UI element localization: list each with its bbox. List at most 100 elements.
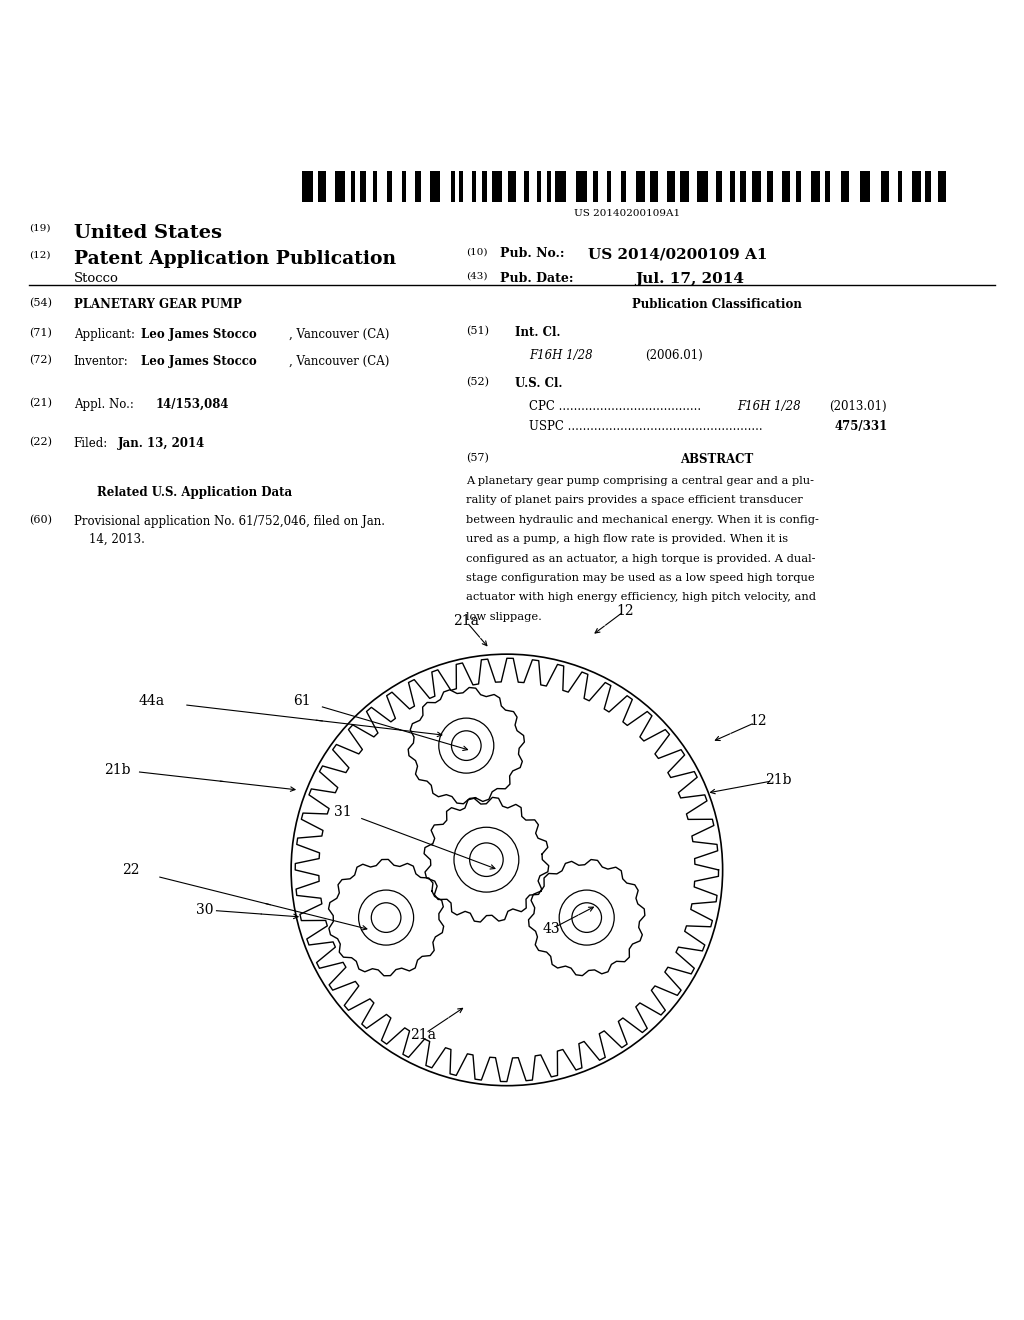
Text: (72): (72): [29, 355, 51, 366]
Text: (21): (21): [29, 397, 51, 408]
Text: Stocco: Stocco: [74, 272, 119, 285]
Text: stage configuration may be used as a low speed high torque: stage configuration may be used as a low…: [466, 573, 814, 583]
Text: 21b: 21b: [765, 772, 792, 787]
Text: A planetary gear pump comprising a central gear and a plu-: A planetary gear pump comprising a centr…: [466, 475, 814, 486]
Text: US 2014/0200109 A1: US 2014/0200109 A1: [588, 247, 767, 261]
Text: Applicant:: Applicant:: [74, 329, 135, 342]
Text: 21a: 21a: [410, 1028, 436, 1041]
Bar: [547, 170, 551, 202]
Bar: [938, 170, 946, 202]
Text: 475/331: 475/331: [835, 420, 888, 433]
Text: (22): (22): [29, 437, 51, 447]
Text: (57): (57): [466, 453, 488, 463]
Text: Pub. Date:: Pub. Date:: [500, 272, 573, 285]
Text: between hydraulic and mechanical energy. When it is config-: between hydraulic and mechanical energy.…: [466, 515, 819, 524]
Text: F16H 1/28: F16H 1/28: [737, 400, 801, 413]
Bar: [767, 170, 773, 202]
Text: , Vancouver (CA): , Vancouver (CA): [289, 329, 389, 342]
Text: (60): (60): [29, 515, 51, 525]
Bar: [387, 170, 391, 202]
Bar: [451, 170, 455, 202]
Bar: [797, 170, 801, 202]
Text: 30: 30: [196, 903, 214, 917]
Text: 31: 31: [334, 805, 352, 818]
Bar: [781, 170, 791, 202]
Text: Patent Application Publication: Patent Application Publication: [74, 251, 396, 268]
Text: USPC ....................................................: USPC ...................................…: [529, 420, 763, 433]
Text: rality of planet pairs provides a space efficient transducer: rality of planet pairs provides a space …: [466, 495, 803, 506]
Text: (52): (52): [466, 378, 488, 388]
Bar: [730, 170, 735, 202]
Text: 43: 43: [542, 923, 560, 936]
Text: 21a: 21a: [453, 614, 479, 628]
Text: 12: 12: [749, 714, 767, 729]
Bar: [430, 170, 440, 202]
Bar: [881, 170, 889, 202]
Text: configured as an actuator, a high torque is provided. A dual-: configured as an actuator, a high torque…: [466, 553, 815, 564]
Text: ABSTRACT: ABSTRACT: [680, 453, 754, 466]
Bar: [925, 170, 931, 202]
Bar: [622, 170, 626, 202]
Bar: [824, 170, 830, 202]
Text: , Vancouver (CA): , Vancouver (CA): [289, 355, 389, 368]
Text: Jan. 13, 2014: Jan. 13, 2014: [118, 437, 205, 450]
Text: (19): (19): [29, 224, 50, 232]
Text: 44a: 44a: [138, 694, 165, 708]
Text: (2013.01): (2013.01): [829, 400, 887, 413]
Text: United States: United States: [74, 224, 222, 242]
Bar: [317, 170, 327, 202]
Text: U.S. Cl.: U.S. Cl.: [515, 378, 562, 391]
Text: Publication Classification: Publication Classification: [632, 297, 802, 310]
Text: (12): (12): [29, 251, 50, 260]
Text: Related U.S. Application Data: Related U.S. Application Data: [97, 486, 292, 499]
Text: (51): (51): [466, 326, 488, 337]
Bar: [593, 170, 598, 202]
Text: Leo James Stocco: Leo James Stocco: [141, 355, 257, 368]
Text: US 20140200109A1: US 20140200109A1: [573, 210, 680, 218]
Bar: [859, 170, 870, 202]
Bar: [740, 170, 745, 202]
Text: (10): (10): [466, 247, 487, 256]
Text: (54): (54): [29, 297, 51, 308]
Bar: [373, 170, 377, 202]
Text: 14/153,084: 14/153,084: [156, 397, 229, 411]
Text: Provisional application No. 61/752,046, filed on Jan.: Provisional application No. 61/752,046, …: [74, 515, 385, 528]
Bar: [459, 170, 463, 202]
Bar: [650, 170, 658, 202]
Text: F16H 1/28: F16H 1/28: [529, 348, 593, 362]
Bar: [841, 170, 849, 202]
Bar: [482, 170, 486, 202]
Text: Inventor:: Inventor:: [74, 355, 128, 368]
Text: (71): (71): [29, 329, 51, 338]
Text: PLANETARY GEAR PUMP: PLANETARY GEAR PUMP: [74, 297, 242, 310]
Bar: [577, 170, 587, 202]
Bar: [716, 170, 722, 202]
Text: Int. Cl.: Int. Cl.: [515, 326, 560, 339]
Bar: [667, 170, 675, 202]
Bar: [524, 170, 528, 202]
Bar: [302, 170, 312, 202]
Text: 22: 22: [122, 863, 140, 876]
Text: ured as a pump, a high flow rate is provided. When it is: ured as a pump, a high flow rate is prov…: [466, 535, 788, 544]
Text: Appl. No.:: Appl. No.:: [74, 397, 133, 411]
Bar: [912, 170, 921, 202]
Bar: [697, 170, 708, 202]
Bar: [350, 170, 354, 202]
Bar: [555, 170, 565, 202]
Text: 12: 12: [615, 603, 634, 618]
Bar: [606, 170, 611, 202]
Text: (43): (43): [466, 272, 487, 281]
Text: 21b: 21b: [104, 763, 131, 776]
Bar: [680, 170, 689, 202]
Text: actuator with high energy efficiency, high pitch velocity, and: actuator with high energy efficiency, hi…: [466, 593, 816, 602]
Text: 14, 2013.: 14, 2013.: [89, 533, 145, 546]
Bar: [636, 170, 644, 202]
Bar: [811, 170, 819, 202]
Text: (2006.01): (2006.01): [645, 348, 702, 362]
Text: Pub. No.:: Pub. No.:: [500, 247, 564, 260]
Bar: [538, 170, 542, 202]
Text: Jul. 17, 2014: Jul. 17, 2014: [635, 272, 743, 286]
Text: CPC ......................................: CPC ....................................…: [529, 400, 701, 413]
Text: Leo James Stocco: Leo James Stocco: [141, 329, 257, 342]
Bar: [402, 170, 407, 202]
